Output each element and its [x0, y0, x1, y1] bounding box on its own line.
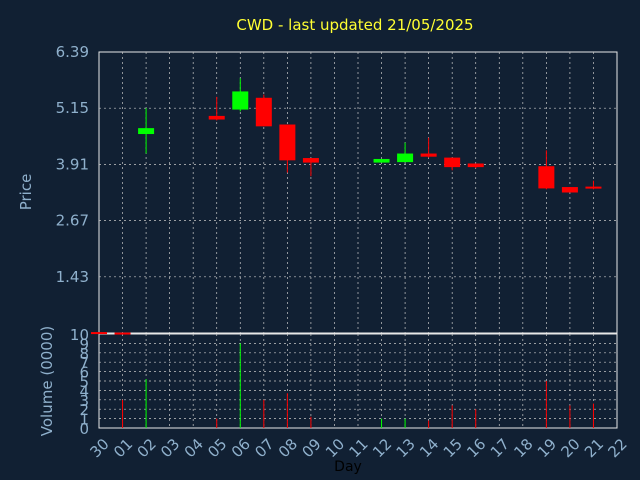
- chart-title: CWD - last updated 21/05/2025: [236, 16, 473, 34]
- candle-body: [114, 332, 131, 335]
- x-tick-label: 15: [440, 435, 466, 461]
- volume-tick-label: 1: [79, 411, 89, 429]
- x-tick-label: 17: [487, 435, 513, 461]
- volume-tick-label: 3: [79, 392, 89, 410]
- x-tick-label: 03: [157, 435, 183, 461]
- x-tick-label: 06: [228, 435, 254, 461]
- candle-body: [279, 124, 296, 161]
- candle-body: [420, 153, 437, 157]
- candle-body: [561, 187, 578, 193]
- volume-tick-label: 6: [79, 364, 89, 382]
- volume-tick-label: 10: [70, 326, 89, 344]
- candle-body: [302, 158, 319, 163]
- x-tick-label: 08: [275, 435, 301, 461]
- x-axis-label: Day: [334, 459, 362, 475]
- x-tick-label: 04: [181, 435, 207, 461]
- x-tick-label: 30: [87, 435, 113, 461]
- x-tick-label: 16: [463, 435, 489, 461]
- price-tick-label: 2.67: [56, 212, 89, 230]
- volume-tick-label: 5: [79, 373, 89, 391]
- candle-body: [91, 332, 107, 335]
- x-tick-label: 10: [322, 435, 348, 461]
- volume-tick-label: 9: [79, 335, 89, 353]
- volume-tick-label: 8: [79, 345, 89, 363]
- x-tick-label: 19: [534, 435, 560, 461]
- volume-axis-label: Volume (0000): [38, 326, 56, 436]
- price-candles: [91, 78, 602, 335]
- volume-tick-label: 7: [79, 354, 89, 372]
- price-y-ticks: 6.39 5.15 3.91 2.67 1.43: [56, 43, 89, 286]
- x-tick-label: 09: [298, 435, 324, 461]
- x-tick-label: 01: [110, 435, 136, 461]
- candle-body: [255, 97, 272, 127]
- x-ticks: 3001020304050607080910111213141516171819…: [87, 435, 631, 461]
- x-tick-label: 05: [204, 435, 230, 461]
- x-tick-label: 21: [581, 435, 607, 461]
- volume-tick-label: 2: [79, 401, 89, 419]
- candle-body: [538, 166, 555, 189]
- x-tick-label: 02: [134, 435, 160, 461]
- price-tick-label: 3.91: [56, 155, 89, 173]
- candle-body: [138, 128, 155, 135]
- price-tick-label: 5.15: [56, 99, 89, 117]
- candle-body: [397, 153, 414, 163]
- x-tick-label: 22: [605, 435, 631, 461]
- candle-body: [208, 115, 225, 120]
- price-tick-label: 1.43: [56, 268, 89, 286]
- volume-tick-label: 4: [79, 382, 89, 400]
- candle-body: [585, 186, 602, 189]
- price-axis-label: Price: [17, 174, 35, 211]
- candle-body: [232, 91, 249, 110]
- x-tick-label: 18: [510, 435, 536, 461]
- x-tick-label: 12: [369, 435, 395, 461]
- volume-tick-label: 0: [79, 420, 89, 438]
- x-tick-label: 13: [393, 435, 419, 461]
- price-tick-label: 6.39: [56, 43, 89, 61]
- x-tick-label: 11: [346, 435, 372, 461]
- x-tick-label: 07: [251, 435, 277, 461]
- x-tick-label: 20: [557, 435, 583, 461]
- candle-body: [467, 163, 484, 168]
- candle-body: [373, 158, 390, 163]
- volume-bars: [122, 343, 594, 428]
- x-tick-label: 14: [416, 435, 442, 461]
- candle-body: [444, 157, 461, 168]
